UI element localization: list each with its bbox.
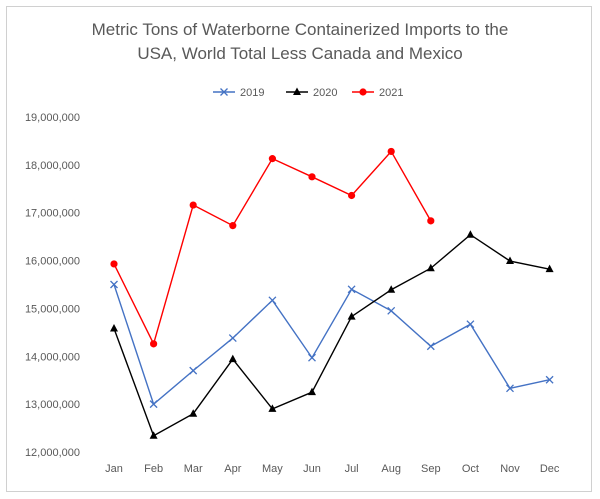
chart-title-line-1: Metric Tons of Waterborne Containerized …	[91, 20, 509, 39]
legend: 2019 2020 2021	[213, 87, 403, 99]
x-tick-label: Sep	[421, 463, 441, 475]
data-point-2020	[308, 387, 316, 396]
series-line-2020	[113, 233, 550, 437]
legend-label: 2019	[240, 87, 264, 99]
legend-item-2020: 2020	[286, 87, 337, 99]
data-point-2021	[387, 147, 395, 156]
data-point-2020	[149, 431, 158, 439]
data-point-2019	[110, 280, 118, 289]
x-tick-label: Feb	[144, 463, 163, 475]
data-point-2019	[189, 366, 198, 375]
data-point-2020	[506, 256, 514, 265]
legend-label: 2020	[313, 87, 337, 99]
y-tick-label: 18,000,000	[25, 160, 80, 172]
data-point-2020	[189, 409, 198, 417]
data-point-2021	[229, 222, 237, 230]
series-2020	[110, 230, 554, 439]
y-tick-label: 17,000,000	[25, 208, 80, 220]
x-tick-label: Dec	[540, 463, 560, 475]
y-axis: 12,000,000 13,000,000 14,000,000 15,000,000…	[25, 112, 80, 459]
data-point-2021	[308, 173, 316, 181]
x-tick-label: May	[262, 463, 283, 475]
data-point-2019	[347, 285, 356, 294]
series-2021	[110, 147, 435, 348]
data-point-2019	[387, 306, 396, 315]
data-point-2020	[228, 354, 237, 363]
data-point-2020	[268, 404, 277, 412]
series-2019	[110, 280, 554, 409]
x-tick-label: Nov	[500, 463, 520, 475]
x-tick-label: Mar	[184, 463, 203, 475]
data-point-2019	[268, 296, 277, 305]
data-point-2021	[110, 260, 118, 268]
series-line-2019	[113, 284, 550, 406]
y-tick-label: 16,000,000	[25, 256, 80, 268]
data-point-2021	[348, 191, 356, 200]
plot-area	[110, 147, 554, 439]
x-tick-label: Aug	[381, 463, 401, 475]
data-point-2020	[426, 263, 435, 272]
data-point-2019	[545, 375, 554, 384]
data-point-2019	[506, 384, 514, 393]
data-point-2021	[427, 217, 435, 225]
y-tick-label: 14,000,000	[25, 351, 80, 363]
data-point-2020	[110, 324, 118, 332]
data-point-2021	[150, 340, 158, 348]
data-point-2019	[149, 400, 158, 409]
data-point-2020	[387, 285, 396, 293]
x-tick-label: Jul	[345, 463, 359, 475]
chart-title: Metric Tons of Waterborne Containerized …	[0, 18, 600, 66]
data-point-2020	[466, 230, 475, 238]
legend-item-2021: 2021	[352, 87, 403, 99]
chart-frame	[6, 6, 592, 492]
x-tick-label: Jun	[303, 463, 321, 475]
legend-marker-2021	[359, 88, 367, 96]
y-tick-label: 12,000,000	[25, 447, 80, 459]
data-point-2019	[228, 334, 237, 343]
legend-marker-2020	[293, 87, 301, 95]
data-point-2021	[189, 201, 197, 209]
data-point-2019	[426, 342, 435, 351]
data-point-2020	[347, 312, 356, 320]
legend-item-2019: 2019	[213, 87, 264, 99]
data-point-2019	[308, 353, 316, 362]
x-tick-label: Jan	[105, 463, 123, 475]
legend-label: 2021	[379, 87, 403, 99]
x-tick-label: Apr	[224, 463, 241, 475]
chart-title-line-2: USA, World Total Less Canada and Mexico	[137, 44, 463, 63]
series-line-2021	[113, 150, 432, 346]
data-point-2019	[466, 320, 475, 329]
data-point-2020	[545, 264, 554, 273]
x-axis: Jan Feb Mar Apr May Jun Jul Aug Sep Oct Nov Dec	[105, 463, 560, 475]
y-tick-label: 13,000,000	[25, 399, 80, 411]
data-point-2021	[268, 155, 276, 163]
y-tick-label: 15,000,000	[25, 303, 80, 315]
x-tick-label: Oct	[462, 463, 479, 475]
legend-marker-2019	[220, 88, 228, 96]
y-tick-label: 19,000,000	[25, 112, 80, 124]
